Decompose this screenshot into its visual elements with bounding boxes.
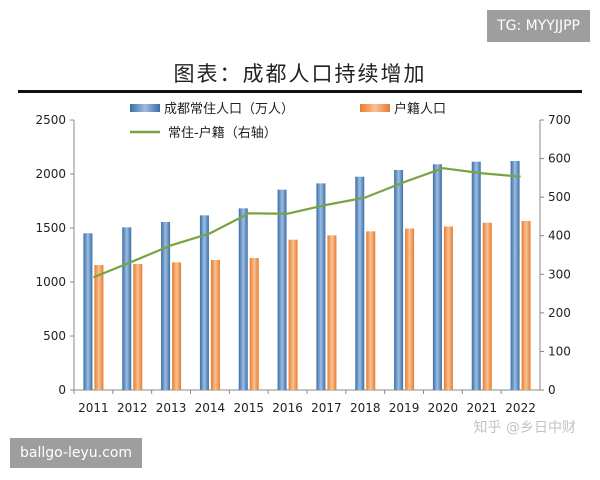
y-tick-label: 2500 xyxy=(35,113,66,127)
legend-label-registered: 户籍人口 xyxy=(394,101,446,117)
x-tick-label: 2015 xyxy=(233,401,264,415)
site-watermark: ballgo-leyu.com xyxy=(10,438,143,468)
bar-resident xyxy=(161,221,171,390)
y-tick-label: 1000 xyxy=(35,275,66,289)
y2-tick-label: 600 xyxy=(548,152,571,166)
legend-label-difference: 常住-户籍（右轴） xyxy=(168,125,277,141)
legend-swatch-resident xyxy=(130,104,160,112)
bar-registered xyxy=(249,258,259,390)
line-difference xyxy=(93,167,521,279)
chart-title: 图表：成都人口持续增加 xyxy=(173,62,427,86)
x-tick-label: 2017 xyxy=(311,401,342,415)
bar-resident xyxy=(394,170,404,390)
bar-registered xyxy=(210,259,220,390)
bar-resident xyxy=(316,183,326,390)
bar-registered xyxy=(521,220,531,390)
x-tick-label: 2016 xyxy=(272,401,303,415)
bar-registered xyxy=(327,235,337,390)
y-tick-label: 2000 xyxy=(35,167,66,181)
x-tick-label: 2011 xyxy=(78,401,109,415)
bar-resident xyxy=(471,161,481,390)
bar-registered xyxy=(405,228,415,390)
x-tick-label: 2019 xyxy=(389,401,420,415)
bar-resident xyxy=(277,189,287,390)
bar-resident xyxy=(83,233,93,390)
bar-resident xyxy=(432,164,442,390)
telegram-tag: TG: MYYJJPP xyxy=(487,10,590,42)
bar-resident xyxy=(238,208,248,390)
legend-label-resident: 成都常住人口（万人） xyxy=(164,102,294,117)
bar-registered xyxy=(482,222,492,390)
y2-tick-label: 700 xyxy=(548,113,571,127)
source-watermark: 知乎 @乡日中财 xyxy=(473,420,576,436)
y-tick-label: 0 xyxy=(58,383,66,397)
x-tick-label: 2018 xyxy=(350,401,381,415)
bar-registered xyxy=(366,231,376,390)
x-tick-label: 2012 xyxy=(117,401,148,415)
y2-tick-label: 100 xyxy=(548,344,571,358)
x-tick-label: 2020 xyxy=(428,401,459,415)
y2-tick-label: 400 xyxy=(548,229,571,243)
y2-tick-label: 300 xyxy=(548,267,571,281)
bar-registered xyxy=(443,226,453,390)
x-tick-label: 2013 xyxy=(156,401,187,415)
y-tick-label: 500 xyxy=(43,329,66,343)
legend-swatch-registered xyxy=(360,104,390,112)
x-tick-label: 2021 xyxy=(466,401,497,415)
y2-tick-label: 500 xyxy=(548,190,571,204)
y2-tick-label: 200 xyxy=(548,306,571,320)
bar-registered xyxy=(133,263,143,390)
title-divider xyxy=(18,90,582,93)
bar-registered xyxy=(94,265,104,390)
bar-resident xyxy=(510,161,520,390)
y-tick-label: 1500 xyxy=(35,221,66,235)
x-tick-label: 2014 xyxy=(195,401,226,415)
bar-resident xyxy=(122,227,132,390)
bar-resident xyxy=(355,176,365,390)
bar-resident xyxy=(199,215,209,390)
bar-registered xyxy=(172,262,182,390)
x-tick-label: 2022 xyxy=(505,401,536,415)
bar-registered xyxy=(288,239,298,390)
y2-tick-label: 0 xyxy=(548,383,556,397)
